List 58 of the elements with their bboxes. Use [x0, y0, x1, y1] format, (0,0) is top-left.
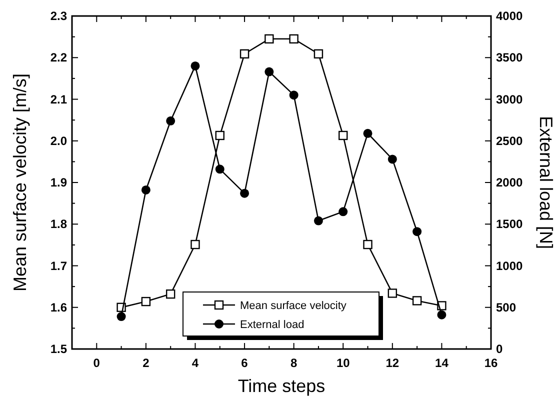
y-axis-title: Mean surface velocity [m/s] [10, 73, 30, 292]
y-tick-label: 1.7 [50, 258, 68, 273]
point [190, 61, 200, 70]
x-tick-label: 16 [484, 356, 498, 370]
point [240, 188, 250, 198]
point [215, 130, 224, 140]
x-axis-title: Time steps [238, 376, 326, 396]
x-tick-label: 2 [142, 356, 150, 370]
y-tick-label: 2.3 [50, 9, 68, 23]
y-tick-label: 1.8 [50, 217, 68, 232]
point [141, 185, 150, 194]
y2-tick-label: 0 [496, 342, 503, 356]
point [437, 310, 446, 320]
point [388, 154, 397, 164]
point [289, 90, 298, 100]
y-tick-label: 2.0 [50, 134, 68, 148]
y-tick-label: 2.1 [50, 92, 68, 106]
point [240, 49, 250, 58]
x-tick-label: 14 [435, 356, 449, 370]
point [388, 288, 398, 298]
point [166, 116, 176, 126]
y-tick-label: 1.5 [50, 342, 68, 356]
y2-tick-label: 1500 [496, 217, 524, 232]
x-tick-label: 6 [241, 356, 248, 370]
point [412, 296, 422, 306]
y-tick-label: 1.9 [50, 176, 68, 190]
point [215, 164, 224, 174]
y2-tick-label: 2000 [496, 176, 524, 190]
legend-label: External load [240, 319, 304, 331]
y-tick-label: 2.2 [50, 50, 68, 65]
y2-tick-label: 3500 [496, 50, 524, 65]
y2-tick-label: 4000 [496, 9, 524, 23]
y-tick-label: 1.6 [50, 300, 68, 314]
point [363, 240, 372, 250]
point [141, 296, 151, 306]
point [314, 216, 323, 226]
y2-tick-label: 1000 [496, 258, 524, 273]
legend-label: Mean surface velocity [240, 300, 347, 312]
point [338, 207, 348, 216]
point [264, 34, 274, 44]
point [289, 34, 298, 44]
y2-tick-label: 500 [496, 300, 516, 314]
point [363, 128, 372, 138]
x-tick-label: 12 [386, 356, 400, 370]
x-tick-label: 4 [192, 356, 199, 370]
point [190, 240, 200, 250]
y2-axis-title: External load [N] [536, 116, 556, 250]
point [314, 49, 324, 58]
x-tick-label: 10 [336, 356, 350, 370]
y2-tick-label: 2500 [496, 134, 524, 148]
point [116, 312, 126, 322]
point [338, 130, 348, 140]
x-tick-label: 8 [290, 356, 298, 370]
x-tick-label: 0 [93, 356, 100, 370]
point [412, 227, 422, 236]
point [264, 67, 274, 76]
point [166, 289, 176, 299]
y2-tick-label: 3000 [496, 92, 524, 106]
